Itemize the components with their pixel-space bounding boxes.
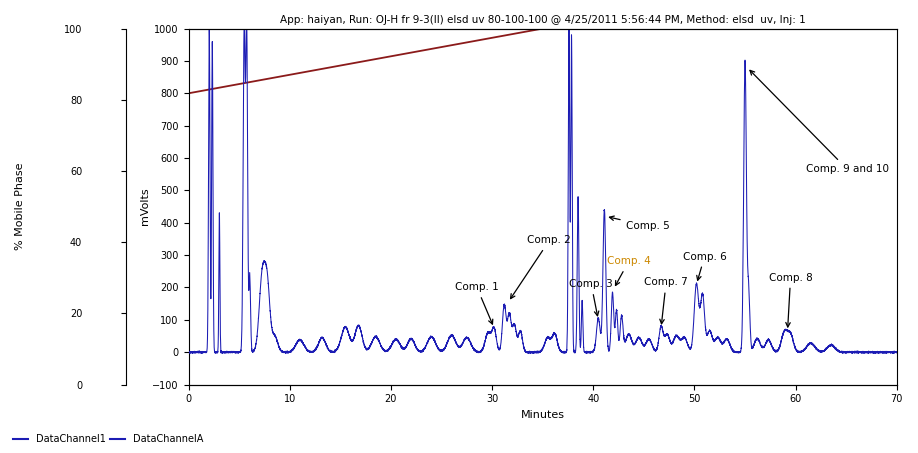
Text: Comp. 5: Comp. 5: [610, 216, 669, 231]
Text: Comp. 4: Comp. 4: [607, 256, 651, 285]
Text: Comp. 8: Comp. 8: [768, 273, 812, 327]
Legend: DataChannel1, DataChannelA: DataChannel1, DataChannelA: [9, 430, 207, 448]
Text: Comp. 9 and 10: Comp. 9 and 10: [750, 70, 889, 174]
Text: Comp. 6: Comp. 6: [683, 251, 726, 280]
Y-axis label: mVolts: mVolts: [140, 188, 150, 226]
Text: Comp. 2: Comp. 2: [510, 236, 571, 299]
Text: Comp. 1: Comp. 1: [455, 282, 498, 324]
Text: Comp. 3: Comp. 3: [569, 279, 613, 316]
Text: Comp. 7: Comp. 7: [644, 278, 688, 324]
X-axis label: Minutes: Minutes: [521, 410, 565, 420]
Title: App: haiyan, Run: OJ-H fr 9-3(II) elsd uv 80-100-100 @ 4/25/2011 5:56:44 PM, Met: App: haiyan, Run: OJ-H fr 9-3(II) elsd u…: [280, 15, 805, 25]
Y-axis label: % Mobile Phase: % Mobile Phase: [15, 163, 25, 251]
